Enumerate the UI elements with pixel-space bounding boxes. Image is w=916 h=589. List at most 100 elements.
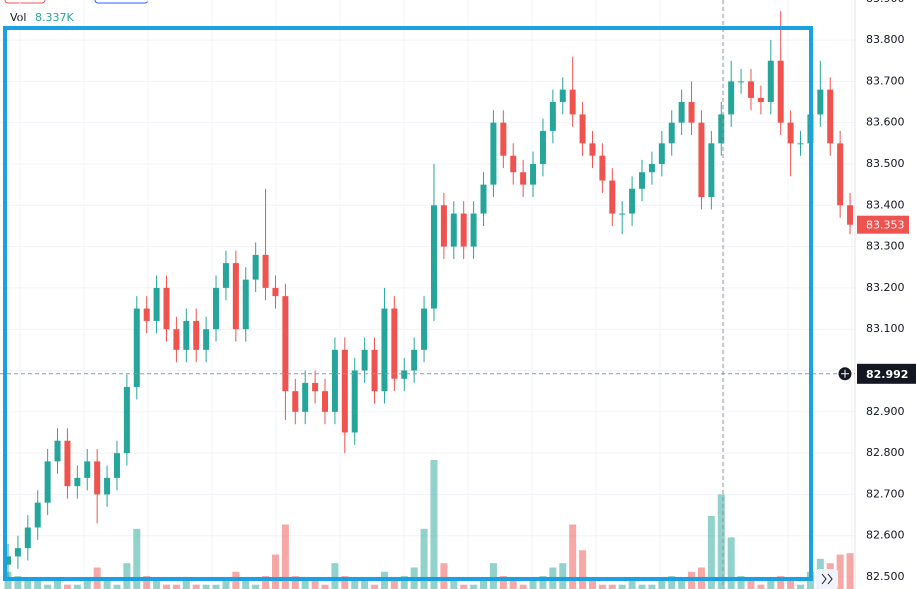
candle-body (490, 122, 497, 185)
y-tick-label: 83.400 (866, 198, 905, 211)
volume-bar (489, 563, 497, 589)
volume-bar (331, 563, 339, 589)
volume-bar (242, 580, 250, 589)
candle-body (143, 308, 150, 321)
candle-body (470, 213, 477, 247)
candle-body (401, 370, 408, 379)
candle-body (718, 114, 725, 144)
volume-bar (608, 584, 616, 589)
volume-bar (668, 576, 676, 589)
candle-body (787, 122, 794, 144)
y-tick-label: 83.600 (866, 116, 905, 129)
volume-bar (588, 580, 596, 589)
volume-bar (757, 584, 765, 589)
volume-bar (143, 576, 151, 589)
y-tick-label: 83.300 (866, 240, 905, 253)
volume-bar (658, 580, 666, 589)
candle-body (14, 548, 21, 557)
volume-bar (450, 580, 458, 589)
candle-body (322, 391, 329, 412)
volume-bar (172, 584, 180, 589)
crosshair-plus-icon (841, 369, 849, 378)
volume-bar (133, 528, 141, 589)
candle-body (549, 102, 556, 131)
candle-body (24, 527, 31, 549)
candle-body (827, 89, 834, 144)
candle-body (708, 143, 715, 198)
candle-body (629, 188, 636, 214)
volume-bar (707, 515, 715, 589)
volume-label: Vol (10, 11, 26, 24)
candle-body (163, 287, 170, 330)
volume-bar (628, 580, 636, 589)
volume-bar (311, 580, 319, 589)
volume-bar (569, 524, 577, 589)
volume-bar (797, 584, 805, 589)
volume-bar (153, 580, 161, 589)
volume-bar (777, 576, 785, 589)
volume-bar (63, 584, 71, 589)
candle-body (5, 556, 11, 565)
candle-body (460, 213, 467, 247)
candle-body (668, 122, 675, 144)
volume-bar (727, 537, 735, 589)
candle-body (123, 387, 130, 454)
volume-bar (390, 580, 398, 589)
candle-body (619, 213, 626, 215)
candle-body (847, 205, 854, 225)
volume-bar (321, 584, 329, 589)
candle-body (688, 102, 695, 123)
candle-body (173, 329, 180, 350)
volume-bar (648, 584, 656, 589)
volume-bar (430, 460, 438, 589)
volume-bar (73, 584, 81, 589)
candle-body (331, 349, 338, 412)
candle-body (381, 308, 388, 392)
volume-bar (440, 563, 448, 589)
candle-body (797, 143, 804, 145)
candle-body (440, 205, 447, 247)
crosshair-tag (857, 363, 916, 384)
volume-bar (182, 580, 190, 589)
volume-bar (212, 584, 220, 589)
candle-body (421, 308, 428, 350)
candle-body (757, 97, 764, 103)
volume-bar (638, 584, 646, 589)
volume-bar (529, 580, 537, 589)
volume-bar (618, 584, 626, 589)
volume-bar (480, 580, 488, 589)
top-button[interactable] (94, 0, 149, 4)
y-tick-label: 83.100 (866, 322, 905, 335)
candle-body (183, 320, 190, 350)
candle-body (648, 163, 655, 173)
scroll-button[interactable] (816, 569, 838, 589)
candle-body (569, 89, 576, 115)
volume-bar (252, 584, 260, 589)
candle-body (242, 279, 249, 330)
crosshair-label: 82.992 (866, 368, 908, 381)
volume-bar (351, 580, 359, 589)
volume-bar (846, 553, 854, 589)
candle-body (450, 213, 457, 247)
volume-bar (767, 580, 775, 589)
volume-bar (420, 528, 428, 589)
volume-bar (14, 576, 22, 589)
volume-bar (44, 584, 52, 589)
candle-body (54, 440, 61, 462)
candle-body (222, 263, 229, 288)
volume-bar (301, 580, 309, 589)
candle-body (430, 205, 437, 309)
candle-body (510, 155, 517, 173)
candle-body (639, 172, 646, 189)
volume-bar (192, 584, 200, 589)
volume-bar (787, 580, 795, 589)
top-button[interactable] (4, 0, 46, 4)
volume-bar (123, 563, 131, 589)
candle-body (74, 477, 81, 487)
volume-bar (400, 576, 408, 589)
candle-body (480, 184, 487, 214)
candle-body (213, 287, 220, 330)
y-tick-label: 82.900 (866, 405, 905, 418)
candle-body (747, 81, 754, 98)
candle-body (104, 477, 111, 495)
